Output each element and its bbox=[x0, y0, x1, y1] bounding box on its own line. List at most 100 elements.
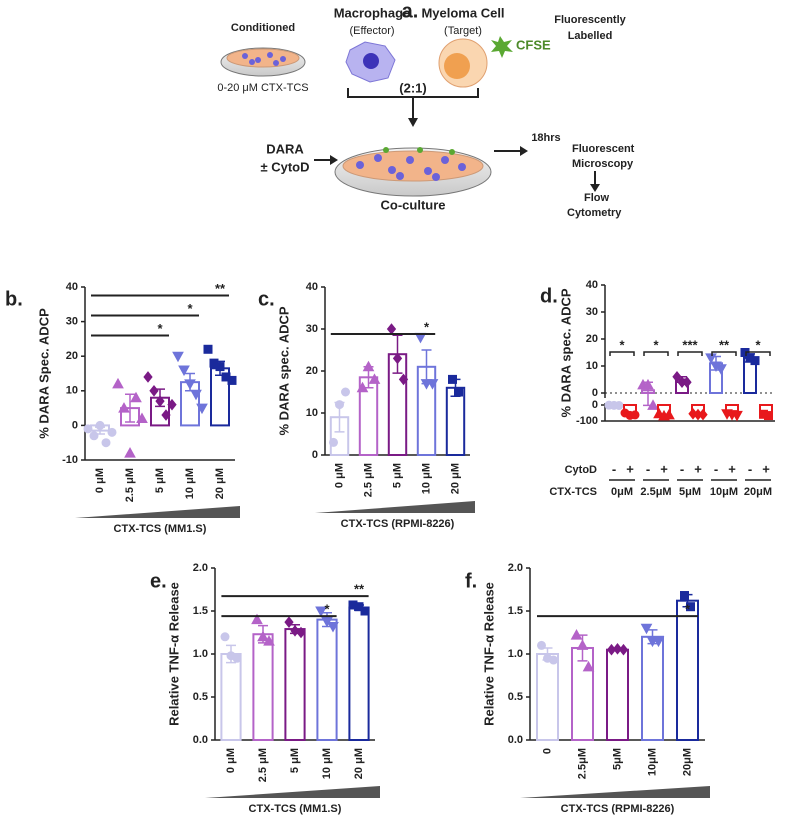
panel-label: a. bbox=[402, 0, 419, 22]
data-point bbox=[178, 365, 190, 377]
data-point bbox=[95, 420, 105, 430]
y-tick-label: 10 bbox=[306, 407, 318, 419]
y-axis-label: % DARA spec. ADCP bbox=[276, 306, 291, 435]
x-tick-label: 10μM bbox=[646, 748, 658, 776]
x-tick-label: 0 μM bbox=[225, 748, 237, 773]
y-axis-label: Relative TNF-α Release bbox=[481, 582, 496, 726]
cells-icon bbox=[242, 52, 286, 66]
data-point bbox=[327, 621, 339, 633]
data-point bbox=[220, 632, 230, 642]
x-tick-label: 5 μM bbox=[289, 748, 301, 773]
y-tick-label: 10 bbox=[66, 385, 78, 397]
y-tick-label: 20 bbox=[306, 365, 318, 377]
data-point bbox=[107, 427, 117, 437]
data-point bbox=[448, 374, 457, 384]
label: ± CytoD bbox=[260, 159, 309, 174]
data-point bbox=[362, 360, 375, 372]
significance-label: ** bbox=[719, 337, 730, 352]
y-tick-label: 1.0 bbox=[193, 648, 208, 660]
cytod-label: - bbox=[714, 461, 718, 476]
data-point bbox=[672, 370, 682, 383]
data-point bbox=[698, 408, 708, 421]
data-point bbox=[263, 635, 275, 646]
y-tick-label: 0.5 bbox=[508, 691, 523, 703]
y-tick-label: 0 bbox=[312, 449, 318, 461]
panel-label: c. bbox=[258, 288, 275, 310]
bar bbox=[316, 618, 338, 741]
data-point bbox=[296, 626, 306, 639]
y-tick-label: 40 bbox=[66, 281, 78, 293]
bar bbox=[571, 646, 594, 741]
data-point bbox=[705, 353, 717, 364]
label: Fluorescent bbox=[572, 143, 635, 155]
significance-bracket bbox=[643, 351, 669, 356]
y-tick-label: 0 bbox=[592, 399, 598, 411]
data-point bbox=[149, 384, 159, 397]
panel-label: b. bbox=[5, 288, 23, 310]
data-point bbox=[227, 375, 237, 385]
data-point bbox=[630, 410, 640, 420]
significance-label: * bbox=[755, 337, 761, 352]
significance-bracket bbox=[677, 351, 703, 356]
cytod-label: + bbox=[728, 461, 736, 476]
x-axis-label: CTX-TCS (RPMI-8226) bbox=[341, 518, 455, 530]
bar bbox=[641, 635, 664, 741]
y-tick-label: 0.5 bbox=[193, 691, 208, 703]
data-point bbox=[612, 643, 623, 655]
data-point bbox=[161, 409, 171, 421]
label: (Target) bbox=[444, 25, 482, 37]
label: Flow bbox=[584, 192, 609, 204]
label: Labelled bbox=[568, 30, 613, 42]
panel-label: d. bbox=[540, 285, 558, 307]
data-point bbox=[284, 616, 294, 628]
x-tick-label: 10 μM bbox=[321, 748, 333, 779]
x-tick-label: 2.5 μM bbox=[362, 463, 374, 497]
bar bbox=[348, 606, 370, 741]
panel-label: f. bbox=[465, 570, 477, 592]
y-tick-label: 40 bbox=[586, 279, 598, 291]
significance-label: * bbox=[187, 301, 193, 316]
bar bbox=[445, 386, 466, 456]
arrow-head bbox=[330, 155, 338, 165]
data-point bbox=[89, 431, 99, 441]
data-point bbox=[392, 352, 403, 365]
data-point bbox=[130, 391, 142, 403]
y-axis-label: Relative TNF-α Release bbox=[166, 582, 181, 726]
significance-bracket bbox=[745, 351, 771, 356]
data-point bbox=[537, 640, 546, 650]
significance-label: ** bbox=[215, 281, 226, 296]
cells-icon bbox=[356, 154, 466, 181]
nucleus-icon bbox=[444, 53, 470, 79]
y-tick-label: 30 bbox=[66, 316, 78, 328]
y-tick-label: 20 bbox=[66, 350, 78, 362]
significance-label: * bbox=[653, 337, 659, 352]
x-tick-label: 10 μM bbox=[420, 463, 432, 494]
data-point bbox=[232, 653, 242, 663]
panel-label: e. bbox=[150, 570, 167, 592]
x-axis-label: CTX-TCS (MM1.S) bbox=[249, 803, 342, 815]
y-tick-label: 10 bbox=[586, 360, 598, 372]
data-point bbox=[642, 378, 654, 390]
significance-label: * bbox=[157, 321, 163, 336]
panel-a: a. Conditioned 0-20 μM CTX-TCS Macrophag… bbox=[217, 0, 634, 219]
label: Cytometry bbox=[567, 207, 622, 219]
y-tick-label: 0 bbox=[72, 419, 78, 431]
significance-label: * bbox=[685, 602, 691, 617]
data-point bbox=[143, 371, 153, 383]
y-tick-label: 40 bbox=[306, 281, 318, 293]
gradient-wedge bbox=[205, 786, 380, 798]
y-tick-label: 30 bbox=[586, 306, 598, 318]
x-tick-label: 20μM bbox=[744, 486, 772, 498]
data-point bbox=[663, 408, 675, 420]
label: Microscopy bbox=[572, 158, 634, 170]
data-point bbox=[251, 613, 263, 625]
data-point bbox=[190, 389, 202, 401]
y-tick-label: 2.0 bbox=[508, 562, 523, 574]
significance-label: * bbox=[424, 319, 430, 334]
data-point bbox=[731, 410, 743, 422]
gradient-wedge bbox=[315, 501, 475, 513]
data-point bbox=[184, 379, 196, 390]
data-point bbox=[576, 639, 589, 650]
x-tick-label: 5μM bbox=[679, 486, 701, 498]
nucleus-icon bbox=[363, 53, 379, 69]
